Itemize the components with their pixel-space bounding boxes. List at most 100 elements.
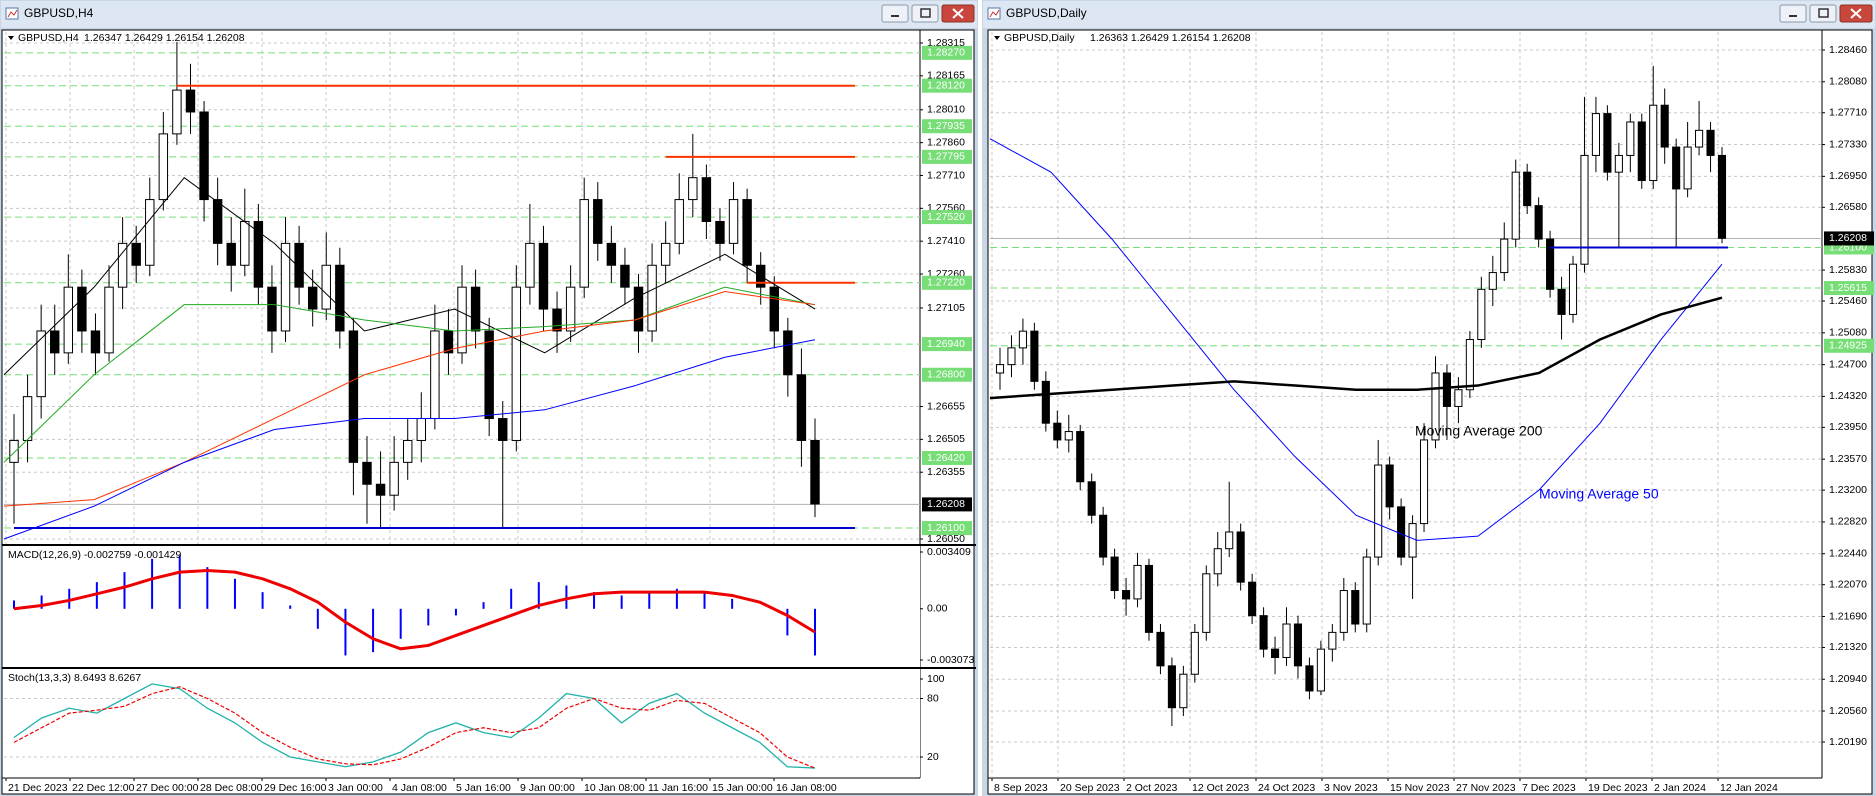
candle-body	[1202, 573, 1211, 633]
candle-body	[1442, 372, 1452, 407]
candle-body	[484, 330, 494, 420]
current-price-box	[922, 497, 972, 512]
price-label: 1.28165	[927, 70, 965, 82]
level-label-box	[922, 450, 972, 465]
stoch-tick-label: 80	[927, 692, 939, 704]
candle-body	[50, 330, 60, 354]
candle-body	[688, 177, 698, 201]
date-label: 22 Dec 12:00	[72, 782, 135, 794]
candle-body	[63, 286, 74, 354]
date-label: 7 Dec 2023	[1522, 782, 1576, 794]
candle-body	[1649, 104, 1658, 182]
candle-body	[1225, 531, 1234, 550]
level-label: 1.26420	[927, 452, 965, 464]
date-label: 3 Jan 00:00	[328, 782, 383, 794]
candle-body	[348, 330, 359, 463]
candle-body	[1087, 481, 1096, 516]
price-label: 1.23200	[1829, 484, 1867, 496]
moving-average	[3, 286, 816, 463]
candle-body	[1351, 590, 1360, 625]
stoch-label: Stoch(13,3,3) 8.6493 8.6267	[8, 672, 141, 684]
candle-body	[1099, 514, 1108, 558]
restore-button[interactable]	[1809, 4, 1837, 23]
candle-body	[362, 461, 372, 485]
level-label: 1.26800	[927, 369, 965, 381]
candle-body	[1568, 263, 1578, 315]
candle-body	[1030, 330, 1039, 382]
date-label: 21 Dec 2023	[8, 782, 68, 794]
restore-button[interactable]	[911, 4, 939, 23]
level-label-box	[1824, 281, 1874, 296]
candle-body	[1626, 121, 1635, 156]
stoch-tick-label: 20	[927, 751, 939, 763]
title-bar	[983, 1, 1875, 28]
date-label: 15 Jan 00:00	[712, 782, 773, 794]
macd-tick-label: 0.003409	[927, 546, 971, 558]
candle-body	[1672, 146, 1681, 190]
date-label: 28 Dec 08:00	[200, 782, 263, 794]
minimize-button[interactable]	[1779, 4, 1807, 23]
window-icon-line	[989, 9, 1000, 18]
candle-body	[1465, 339, 1474, 391]
date-label: 2 Jan 2024	[1654, 782, 1706, 794]
candle-body	[470, 286, 481, 332]
level-label-box	[922, 78, 972, 93]
date-label: 27 Nov 2023	[1456, 782, 1516, 794]
date-label: 15 Nov 2023	[1390, 782, 1450, 794]
candle-body	[728, 199, 739, 244]
candle-body	[1385, 464, 1394, 508]
candle-body	[457, 286, 467, 354]
level-label: 1.27795	[927, 151, 965, 163]
price-label: 1.21320	[1829, 641, 1867, 653]
date-label: 10 Jan 08:00	[584, 782, 645, 794]
candle-body	[335, 264, 345, 332]
level-label-box	[1824, 338, 1874, 353]
window-title: GBPUSD,Daily	[1006, 6, 1087, 20]
level-label: 1.26100	[927, 522, 965, 534]
price-label: 1.24320	[1829, 390, 1867, 402]
current-price-box	[1824, 231, 1874, 246]
candle-body	[579, 199, 589, 288]
candle-body	[511, 286, 522, 441]
chart-ohlc: 1.26363 1.26429 1.26154 1.26208	[1090, 32, 1251, 44]
window-icon-line	[7, 9, 18, 18]
header-arrow	[8, 36, 14, 40]
candle-body	[1041, 380, 1050, 424]
price-label: 1.23950	[1829, 421, 1867, 433]
macd-tick-label: -0.003073	[927, 654, 974, 666]
candle-body	[280, 242, 291, 332]
price-label: 1.23570	[1829, 453, 1867, 465]
date-label: 9 Jan 00:00	[520, 782, 575, 794]
candle-body	[1523, 171, 1532, 207]
candle-body	[158, 133, 169, 201]
candle-body	[783, 330, 793, 376]
candle-body	[1546, 238, 1555, 290]
date-label: 16 Jan 08:00	[776, 782, 837, 794]
panel-bg	[3, 545, 920, 667]
chart-symbol: GBPUSD,H4	[18, 32, 79, 44]
candle-body	[117, 242, 128, 288]
candle-body	[1706, 129, 1715, 156]
level-label: 1.27520	[927, 211, 965, 223]
chart-symbol: GBPUSD,Daily	[1004, 32, 1075, 44]
level-label-box	[922, 275, 972, 290]
panel-bg	[3, 668, 920, 777]
date-label: 11 Jan 16:00	[648, 782, 708, 794]
candle-body	[660, 242, 671, 266]
level-label: 1.27220	[927, 277, 965, 289]
level-label-box	[922, 367, 972, 382]
price-label: 1.28010	[927, 104, 965, 116]
price-label: 1.25460	[1829, 295, 1867, 307]
current-price-label: 1.26208	[1829, 232, 1867, 244]
candle-body	[1156, 631, 1165, 667]
price-label: 1.24700	[1829, 358, 1867, 370]
candle-body	[1591, 113, 1600, 156]
candle-body	[253, 220, 264, 288]
title-bar	[1, 1, 977, 28]
moving-average	[3, 339, 816, 540]
price-label: 1.27105	[927, 302, 965, 314]
minimize-button[interactable]	[881, 4, 909, 23]
candle-body	[1419, 439, 1429, 525]
candle-body	[1397, 506, 1406, 558]
